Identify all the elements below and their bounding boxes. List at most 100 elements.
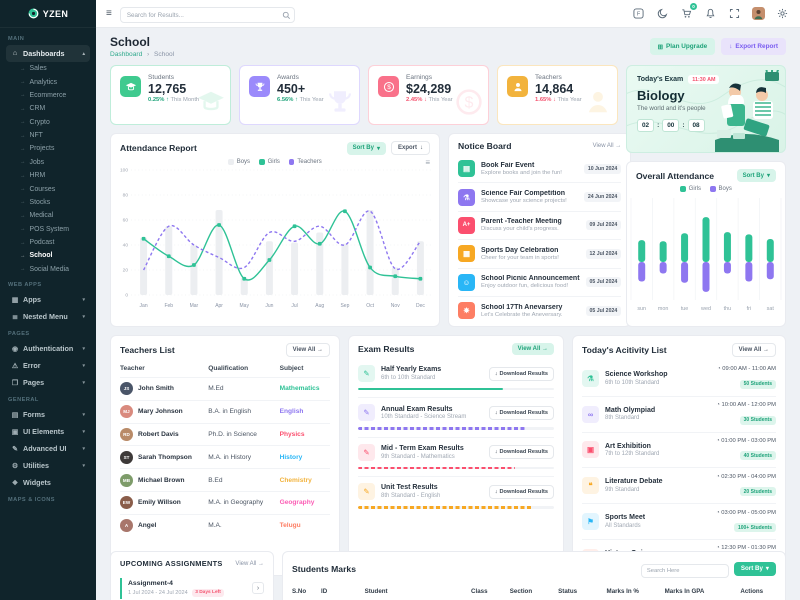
sidebar-item-ui-elements[interactable]: ▣ UI Elements ▾ (11, 427, 85, 436)
assignment-chevron-button[interactable]: › (252, 582, 264, 595)
stat-label: Teachers (535, 74, 562, 81)
sidebar-item-utilities[interactable]: ⚙ Utilities ▾ (11, 461, 85, 470)
user-avatar[interactable] (751, 6, 766, 21)
teacher-row[interactable]: MJ Mary Johnson B.A. in English English (120, 399, 330, 423)
notice-item[interactable]: ☺ School Picnic Announcement Enjoy outdo… (458, 267, 622, 296)
teachers-table-header: Teacher Qualification Subject (120, 365, 304, 372)
legend-item-girls: Girls (680, 186, 701, 192)
sidebar-subitem-projects[interactable]: → Projects (20, 145, 55, 153)
notice-item[interactable]: ▦ Sports Day Celebration Cheer for your … (458, 239, 622, 267)
sidebar-subitem-school[interactable]: → School (20, 252, 53, 260)
brand-logo[interactable]: YZEN (0, 0, 96, 28)
marks-col-s-no: S.No (292, 588, 307, 595)
activity-item[interactable]: ❝ Literature Debate 9th Standard ◔ 02:30… (582, 467, 776, 503)
notice-item[interactable]: A+ Parent -Teacher Meeting Discuss your … (458, 210, 622, 239)
svg-text:fri: fri (747, 306, 752, 312)
sidebar-item-apps[interactable]: ▦ Apps ▾ (11, 295, 85, 304)
sidebar-subitem-jobs[interactable]: → Jobs (20, 158, 45, 166)
sidebar-subitem-medical[interactable]: → Medical (20, 212, 54, 220)
settings-gear-icon[interactable] (775, 6, 790, 21)
teachers-view-all-button[interactable]: View All → (285, 343, 330, 357)
sidebar-item-dashboards[interactable]: ⌂ Dashboards ▴ (6, 45, 90, 62)
exam-results-view-all-button[interactable]: View All → (511, 343, 554, 355)
sidebar-item-widgets[interactable]: ❖ Widgets (11, 478, 51, 487)
chart-menu-icon[interactable]: ≡ (425, 158, 430, 167)
activity-view-all-button[interactable]: View All → (731, 343, 776, 357)
notice-list: ▤ Book Fair Event Explore books and join… (449, 155, 630, 324)
teacher-row[interactable]: RD Robert Davis Ph.D. in Science Physics (120, 422, 330, 446)
teacher-row[interactable]: EW Emily Willson M.A. in Geography Geogra… (120, 490, 330, 514)
sidebar-subitem-social-media[interactable]: → Social Media (20, 265, 69, 273)
sidebar-subitem-crm[interactable]: → CRM (20, 105, 46, 113)
legend-item-girls: Girls (259, 159, 280, 165)
notice-description: Discuss your child's progress. (481, 226, 559, 233)
assignments-view-all-link[interactable]: View All → (235, 560, 264, 567)
marks-sort-button[interactable]: Sort By ▾ (733, 561, 776, 576)
sidebar-subitem-ecommerce[interactable]: → Ecommerce (20, 91, 67, 99)
dark-mode-icon[interactable] (655, 6, 670, 21)
sidebar-subitem-sales[interactable]: → Sales (20, 65, 47, 73)
download-results-button[interactable]: ↓ Download Results (488, 484, 554, 499)
download-results-button[interactable]: ↓ Download Results (488, 405, 554, 420)
cart-icon[interactable]: 0 (679, 3, 697, 21)
legend-item-boys: Boys (710, 186, 732, 192)
attendance-sort-button[interactable]: Sort By ▾ (346, 141, 386, 155)
download-results-button[interactable]: ↓ Download Results (488, 366, 554, 381)
sidebar-item-nested-menu[interactable]: ≣ Nested Menu ▾ (12, 312, 85, 321)
activity-students-badge: 40 Students (739, 451, 776, 461)
clock-icon: ◔ (716, 473, 722, 480)
notice-item[interactable]: ⚗ Science Fair Competition Showcase your… (458, 182, 622, 210)
notifications-bell-icon[interactable] (703, 6, 718, 21)
download-results-button[interactable]: ↓ Download Results (488, 445, 554, 460)
clock-icon: ◔ (716, 437, 722, 444)
arrow-icon: → (20, 132, 26, 139)
chevron-down-icon: ▾ (82, 379, 85, 386)
overall-sort-button[interactable]: Sort By ▾ (736, 169, 776, 182)
teacher-row[interactable]: JS John Smith M.Ed Mathematics (120, 377, 330, 400)
sidebar-subitem-podcast[interactable]: → Podcast (20, 239, 55, 247)
sidebar-subitem-pos-system[interactable]: → POS System (20, 225, 69, 233)
activity-item[interactable]: ∞ Math Olympiad 8th Standard ◔ 10:00 AM … (582, 395, 776, 432)
sidebar-subitem-hrm[interactable]: → HRM (20, 172, 46, 180)
marks-search-input[interactable] (640, 564, 729, 578)
utilities-icon: ⚙ (11, 462, 19, 470)
hamburger-menu-icon[interactable]: ≡ (106, 7, 112, 19)
trend-arrow-icon: ↑ (295, 97, 298, 103)
sidebar-item-forms[interactable]: ▤ Forms ▾ (11, 410, 85, 419)
notice-view-all-link[interactable]: View All → (592, 143, 622, 149)
sidebar-subitem-stocks[interactable]: → Stocks (20, 198, 51, 206)
fullscreen-icon[interactable] (727, 6, 742, 21)
teacher-row[interactable]: ST Sarah Thompson M.A. in History History (120, 445, 330, 468)
breadcrumb-dashboard[interactable]: Dashboard (110, 51, 143, 58)
export-report-button[interactable]: ↓ Export Report (721, 38, 786, 55)
search-input[interactable] (119, 7, 295, 24)
svg-text:thu: thu (724, 306, 732, 312)
plan-upgrade-button[interactable]: ⊞ Plan Upgrade (649, 38, 716, 55)
exam-result-progress-track (358, 427, 554, 430)
svg-text:sun: sun (637, 306, 646, 312)
sidebar-item-authentication[interactable]: ◉ Authentication ▾ (11, 344, 85, 353)
teacher-subject: Chemistry (279, 476, 312, 484)
sidebar-subitem-nft[interactable]: → NFT (20, 132, 43, 140)
teacher-avatar: MB (120, 473, 133, 487)
attendance-export-button[interactable]: Export ↓ (390, 141, 430, 155)
notice-item[interactable]: ▤ Book Fair Event Explore books and join… (458, 155, 622, 182)
language-icon[interactable]: F (631, 6, 646, 21)
teacher-row[interactable]: MB Michael Brown B.Ed Chemistry (120, 468, 330, 491)
sidebar-item-advanced-ui[interactable]: ✎ Advanced UI ▾ (12, 444, 85, 453)
activity-item[interactable]: ⚑ Sports Meet All Standards ◔ 03:00 PM -… (582, 503, 776, 539)
activity-item[interactable]: ▣ Art Exhibition 7th to 12th Standard ◔ … (582, 431, 776, 468)
notice-item[interactable]: ✵ School 17Th Anevarsery Let's Celebrate… (458, 295, 622, 324)
sidebar-item-pages[interactable]: ❐ Pages ▾ (11, 378, 85, 387)
marks-col-student: Student (364, 588, 388, 595)
sidebar-subitem-crypto[interactable]: → Crypto (20, 118, 50, 126)
sidebar-item-error[interactable]: ⚠ Error ▾ (11, 361, 85, 370)
pencil-icon: ✎ (358, 483, 375, 501)
teacher-row[interactable]: A Angel M.A. Telugu (120, 513, 330, 537)
cart-count-badge: 0 (690, 3, 697, 10)
countdown-separator: : (657, 122, 660, 129)
sidebar-subitem-courses[interactable]: → Courses (20, 185, 56, 193)
sidebar-subitem-analytics[interactable]: → Analytics (20, 78, 58, 86)
activity-item[interactable]: ⚗ Science Workshop 6th to 10th Standard … (582, 361, 776, 396)
svg-text:60: 60 (123, 218, 129, 224)
